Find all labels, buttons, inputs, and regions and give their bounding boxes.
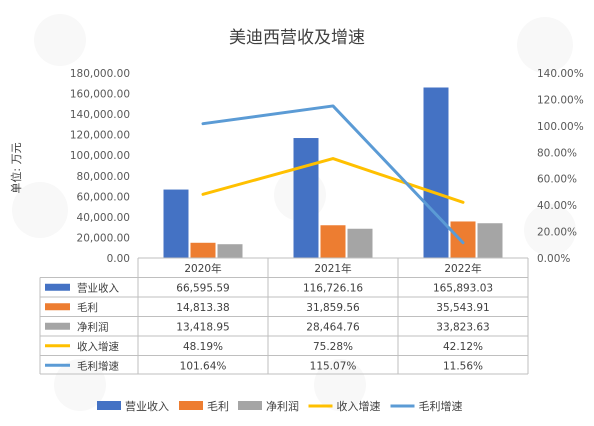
table-series-name: 营业收入 <box>77 281 119 294</box>
lines <box>201 104 465 245</box>
y2-tick-label: 140.00% <box>537 68 584 80</box>
table-legend-swatch <box>45 303 70 311</box>
table-cell: 101.64% <box>180 360 227 372</box>
table-series-name: 毛利 <box>77 302 98 314</box>
y-tick-label: 160,000.00 <box>70 89 130 101</box>
table-legend-swatch <box>45 322 70 330</box>
bar <box>293 138 319 258</box>
legend-label: 营业收入 <box>125 399 169 413</box>
table-cell: 31,859.56 <box>306 302 360 314</box>
y-tick-label: 60,000.00 <box>77 191 130 203</box>
bar <box>450 221 476 258</box>
y-tick-label: 40,000.00 <box>77 212 130 224</box>
legend-label: 收入增速 <box>337 399 381 413</box>
y-axis-label: 单位: 万元 <box>9 142 23 193</box>
y2-tick-label: 60.00% <box>537 174 577 186</box>
y2-tick-label: 20.00% <box>537 227 577 239</box>
y-tick-label: 80,000.00 <box>77 171 130 183</box>
y2-tick-label: 120.00% <box>537 94 584 106</box>
y-tick-label: 100,000.00 <box>70 150 130 162</box>
table-cell: 48.19% <box>183 341 223 353</box>
bar <box>423 87 449 258</box>
table-cell: 28,464.76 <box>306 321 360 333</box>
legend-label: 净利润 <box>266 399 299 413</box>
legend-label: 毛利增速 <box>419 399 463 413</box>
series-line <box>201 104 465 245</box>
left-axis-ticks: 0.00 20,000.00 40,000.00 60,000.00 80,000.00… <box>70 68 130 265</box>
legend-swatch <box>238 401 262 410</box>
bar <box>190 242 216 258</box>
y-tick-label: 180,000.00 <box>70 68 130 80</box>
category-label: 2022年 <box>444 262 481 275</box>
legend-swatch <box>97 401 121 410</box>
bar <box>217 244 243 258</box>
category-label: 2020年 <box>184 262 221 275</box>
table-cell: 165,893.03 <box>433 282 493 294</box>
table-cell: 35,543.91 <box>436 302 489 314</box>
table-cell: 42.12% <box>443 341 483 353</box>
bar <box>347 228 373 258</box>
legend-swatch <box>179 401 203 410</box>
table-cell: 75.28% <box>313 341 353 353</box>
table-cell: 33,823.63 <box>436 321 489 333</box>
bar <box>163 189 189 258</box>
y2-tick-label: 100.00% <box>537 121 584 133</box>
legend: 营业收入 毛利 净利润 收入增速 毛利增速 <box>97 399 463 413</box>
bar <box>320 225 346 258</box>
y2-tick-label: 80.00% <box>537 147 577 159</box>
series-line <box>201 157 465 204</box>
table-cell: 115.07% <box>310 360 357 372</box>
y2-tick-label: 0.00% <box>537 253 570 265</box>
table-cell: 116,726.16 <box>303 282 363 294</box>
table-cell: 11.56% <box>443 360 483 372</box>
table-series-name: 毛利增速 <box>77 359 119 372</box>
table-cell: 14,813.38 <box>176 302 229 314</box>
table-series-name: 收入增速 <box>77 340 119 353</box>
category-label: 2021年 <box>314 262 351 275</box>
right-axis-ticks: 0.00% 20.00% 40.00% 60.00% 80.00% 100.00% 120.… <box>537 68 584 265</box>
bar <box>477 223 503 258</box>
y-tick-label: 120,000.00 <box>70 130 130 142</box>
y-tick-label: 140,000.00 <box>70 109 130 121</box>
table-cell: 13,418.95 <box>176 321 229 333</box>
legend-label: 毛利 <box>207 400 229 413</box>
y-tick-label: 0.00 <box>107 253 130 265</box>
bars <box>163 87 503 258</box>
table-legend-swatch <box>45 283 70 291</box>
y2-tick-label: 40.00% <box>537 200 577 212</box>
table-cell: 66,595.59 <box>176 282 229 294</box>
chart-title: 美迪西营收及增速 <box>229 28 365 48</box>
y-tick-label: 20,000.00 <box>77 232 130 244</box>
table-series-name: 净利润 <box>77 320 109 333</box>
